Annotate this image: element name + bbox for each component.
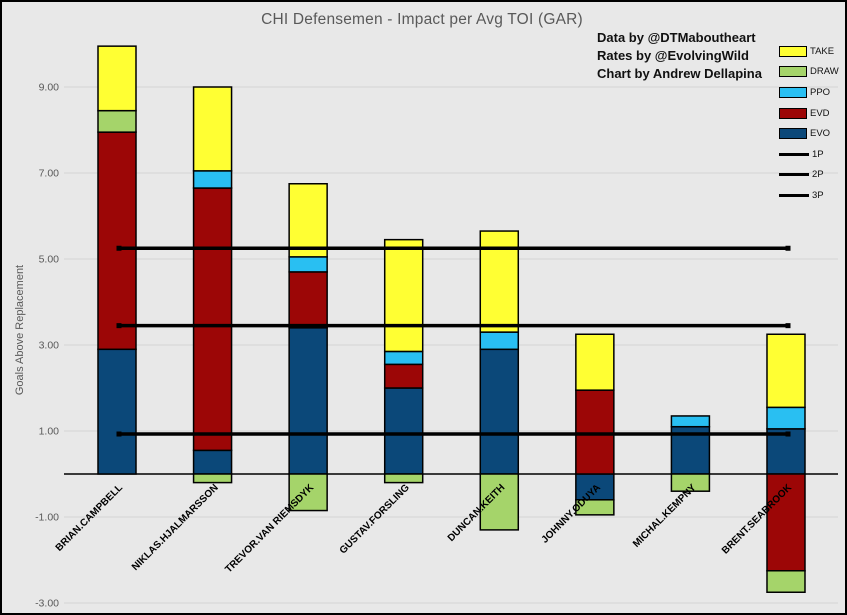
legend-color-swatch bbox=[779, 86, 807, 98]
bar-segment-EVD-gustav-forsling bbox=[383, 363, 424, 389]
legend-item-PPO: PPO bbox=[779, 82, 839, 103]
legend-item-label: 2P bbox=[812, 169, 824, 181]
legend-item-label: TAKE bbox=[810, 45, 835, 57]
bar-segment-EVO-duncan-keith bbox=[479, 348, 520, 475]
bar-segment-EVD-niklas-hjalmarsson bbox=[192, 187, 233, 452]
bar-segment-TAKE-brian-campbell bbox=[97, 45, 137, 112]
bar-segment-TAKE-niklas-hjalmarsson bbox=[192, 86, 233, 172]
bar-segment-DRAW-johnny-oduya bbox=[575, 499, 615, 516]
x-axis-label-trevor-van-riemsdyk: TREVOR.VAN RIEMSDYK bbox=[223, 482, 316, 575]
reference-line-1P-start-marker bbox=[116, 245, 122, 251]
x-axis-label-niklas-hjalmarsson: NIKLAS.HJALMARSSON bbox=[130, 482, 221, 573]
bar-segment-PPO-niklas-hjalmarsson bbox=[192, 170, 233, 189]
reference-line-2P-start-marker bbox=[116, 323, 122, 329]
legend-item-EVD: EVD bbox=[779, 103, 839, 124]
bar-segment-EVD-johnny-oduya bbox=[575, 389, 615, 475]
credit-chart-by: Chart by Andrew Dellapina bbox=[597, 66, 762, 81]
bar-segment-PPO-michal-kempny bbox=[670, 415, 711, 428]
reference-line-1P-end-marker bbox=[785, 245, 791, 251]
bar-segment-PPO-gustav-forsling bbox=[383, 350, 424, 366]
legend-item-DRAW: DRAW bbox=[779, 62, 839, 83]
legend-item-2P: 2P bbox=[779, 165, 839, 186]
bar-segment-EVO-niklas-hjalmarsson bbox=[192, 449, 233, 475]
legend-item-TAKE: TAKE bbox=[779, 41, 839, 62]
bar-segment-TAKE-trevor-van-riemsdyk bbox=[288, 183, 328, 258]
legend-line-sample bbox=[779, 152, 809, 156]
legend-line-sample bbox=[779, 193, 809, 197]
y-tick-label-3: 3.00 bbox=[39, 340, 60, 352]
bar-segment-DRAW-brian-campbell bbox=[97, 109, 137, 133]
reference-line-3P-end-marker bbox=[785, 431, 791, 437]
legend-item-3P: 3P bbox=[779, 185, 839, 206]
credits-block: Data by @DTMaboutheart Rates by @Evolvin… bbox=[597, 29, 762, 83]
legend-item-label: 3P bbox=[812, 189, 824, 201]
bar-segment-PPO-duncan-keith bbox=[479, 331, 520, 351]
legend-item-EVO: EVO bbox=[779, 123, 839, 144]
reference-line-3P-start-marker bbox=[116, 431, 122, 437]
legend-color-swatch bbox=[779, 128, 807, 140]
bar-segment-EVD-brian-campbell bbox=[97, 131, 137, 351]
legend-color-swatch bbox=[779, 107, 807, 119]
bar-segment-DRAW-duncan-keith bbox=[479, 473, 520, 531]
bar-segment-DRAW-trevor-van-riemsdyk bbox=[288, 473, 328, 512]
y-tick-label-7: 7.00 bbox=[39, 168, 60, 180]
legend-item-label: 1P bbox=[812, 148, 824, 160]
credit-data-by: Data by @DTMaboutheart bbox=[597, 30, 756, 45]
bar-segment-EVD-trevor-van-riemsdyk bbox=[288, 271, 328, 329]
x-axis-label-michal-kempny: MICHAL.KEMPNY bbox=[631, 482, 699, 550]
y-tick-label-5: 5.00 bbox=[39, 254, 60, 266]
bar-segment-EVO-gustav-forsling bbox=[383, 387, 424, 475]
y-tick-label-1: 1.00 bbox=[39, 426, 60, 438]
bar-segment-EVO-brian-campbell bbox=[97, 348, 137, 475]
legend-item-1P: 1P bbox=[779, 144, 839, 165]
bar-segment-PPO-brent-seabrook bbox=[766, 406, 806, 430]
legend-item-label: EVO bbox=[810, 128, 831, 140]
y-tick-label-9: 9.00 bbox=[39, 82, 60, 94]
legend: TAKE DRAW PPO EVD EVO 1P 2P 3P bbox=[779, 41, 839, 206]
bar-segment-TAKE-johnny-oduya bbox=[575, 333, 615, 391]
bar-segment-DRAW-brent-seabrook bbox=[766, 570, 806, 593]
legend-item-label: PPO bbox=[810, 86, 831, 98]
bar-segment-EVO-trevor-van-riemsdyk bbox=[288, 327, 328, 475]
legend-color-swatch bbox=[779, 45, 807, 57]
bar-segment-DRAW-gustav-forsling bbox=[383, 473, 424, 484]
chart-title: CHI Defensemen - Impact per Avg TOI (GAR… bbox=[261, 11, 583, 28]
y-tick-label--1: -1.00 bbox=[35, 512, 59, 524]
bar-segment-TAKE-brent-seabrook bbox=[766, 333, 806, 409]
reference-line-2P-end-marker bbox=[785, 323, 791, 329]
bar-segment-DRAW-niklas-hjalmarsson bbox=[192, 473, 233, 484]
x-axis-label-brian-campbell: BRIAN.CAMPBELL bbox=[54, 482, 125, 553]
legend-line-sample bbox=[779, 173, 809, 177]
x-axis-label-gustav-forsling: GUSTAV.FORSLING bbox=[338, 482, 412, 556]
legend-color-swatch bbox=[779, 66, 807, 78]
credit-rates-by: Rates by @EvolvingWild bbox=[597, 48, 749, 63]
legend-item-label: EVD bbox=[810, 107, 830, 119]
legend-item-label: DRAW bbox=[810, 66, 839, 78]
bar-segment-EVO-johnny-oduya bbox=[575, 473, 615, 501]
bar-segment-PPO-trevor-van-riemsdyk bbox=[288, 256, 328, 273]
bar-segment-DRAW-michal-kempny bbox=[670, 473, 711, 492]
y-tick-label--3: -3.00 bbox=[35, 598, 59, 610]
bar-segment-TAKE-gustav-forsling bbox=[383, 238, 424, 353]
bar-segment-TAKE-duncan-keith bbox=[479, 230, 520, 333]
